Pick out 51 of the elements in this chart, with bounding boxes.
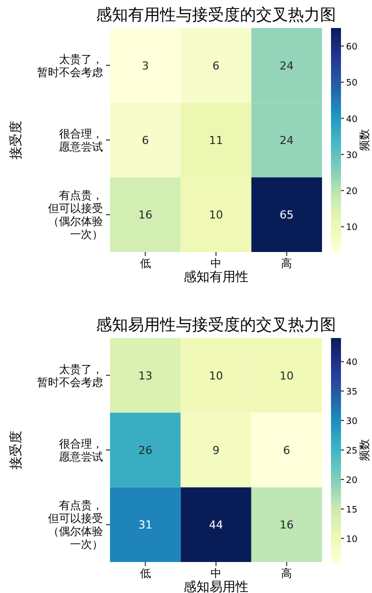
y-tick-label: 有点贵，但可以接受（偶尔体验一次）	[48, 189, 103, 242]
data-label: 6	[142, 134, 149, 147]
data-label: 26	[138, 444, 152, 457]
x-tick-label: 低	[140, 257, 151, 270]
color-bar-label: 40	[346, 114, 358, 125]
color-bar-label: 20	[346, 187, 358, 198]
data-label: 16	[280, 518, 294, 532]
color-bar-label: 30	[346, 417, 358, 428]
data-label: 3	[142, 59, 149, 72]
color-bar-label: 20	[346, 476, 358, 486]
color-bar-label: 50	[346, 78, 358, 89]
y-tick-label: 有点贵，但可以接受（偶尔体验一次）	[48, 499, 103, 552]
y-tick-label: 很合理，愿意尝试	[59, 128, 103, 154]
color-bar-label: 25	[346, 446, 358, 456]
data-label: 24	[280, 134, 294, 147]
x-tick-label: 中	[210, 567, 222, 580]
y-tick-label: 太贵了，暂时不会考虑	[37, 362, 103, 389]
data-label: 6	[212, 59, 220, 72]
y-tick-label: 很合理，愿意尝试	[59, 438, 103, 464]
data-label: 10	[209, 369, 223, 382]
color-bar-label: 40	[346, 358, 358, 368]
data-label: 9	[212, 444, 220, 457]
x-axis-title: 感知易用性	[184, 580, 248, 593]
data-label: 31	[138, 518, 152, 532]
chart-title: 感知易用性与接受度的交叉热力图	[96, 315, 336, 334]
y-axis-title: 接受度	[8, 120, 24, 160]
data-label: 44	[209, 518, 223, 532]
data-label: 6	[283, 444, 290, 457]
y-tick-label: 太贵了，暂时不会考虑	[37, 52, 103, 79]
data-label: 13	[138, 369, 152, 382]
chart-title: 感知有用性与接受度的交叉热力图	[96, 5, 336, 24]
x-tick-label: 高	[281, 257, 292, 270]
color-bar-label: 30	[346, 150, 358, 161]
data-label: 24	[280, 59, 294, 72]
data-label: 10	[209, 208, 223, 222]
color-bar-label: 15	[346, 505, 358, 516]
y-axis-title: 接受度	[8, 430, 24, 470]
color-bar-label: 10	[346, 223, 358, 234]
x-axis-title: 感知有用性	[184, 270, 248, 285]
color-bar-label: 35	[346, 388, 358, 398]
color-bar-title: 频数	[358, 129, 371, 151]
data-label: 65	[280, 208, 294, 222]
data-label: 11	[209, 134, 223, 147]
x-tick-label: 低	[140, 567, 151, 580]
color-bar-title: 频数	[358, 439, 371, 461]
x-tick-label: 高	[281, 567, 292, 580]
data-label: 16	[138, 208, 152, 222]
color-bar-label: 10	[346, 534, 358, 545]
x-tick-label: 中	[210, 257, 222, 270]
color-bar-label: 60	[346, 42, 358, 53]
data-label: 10	[280, 369, 294, 382]
